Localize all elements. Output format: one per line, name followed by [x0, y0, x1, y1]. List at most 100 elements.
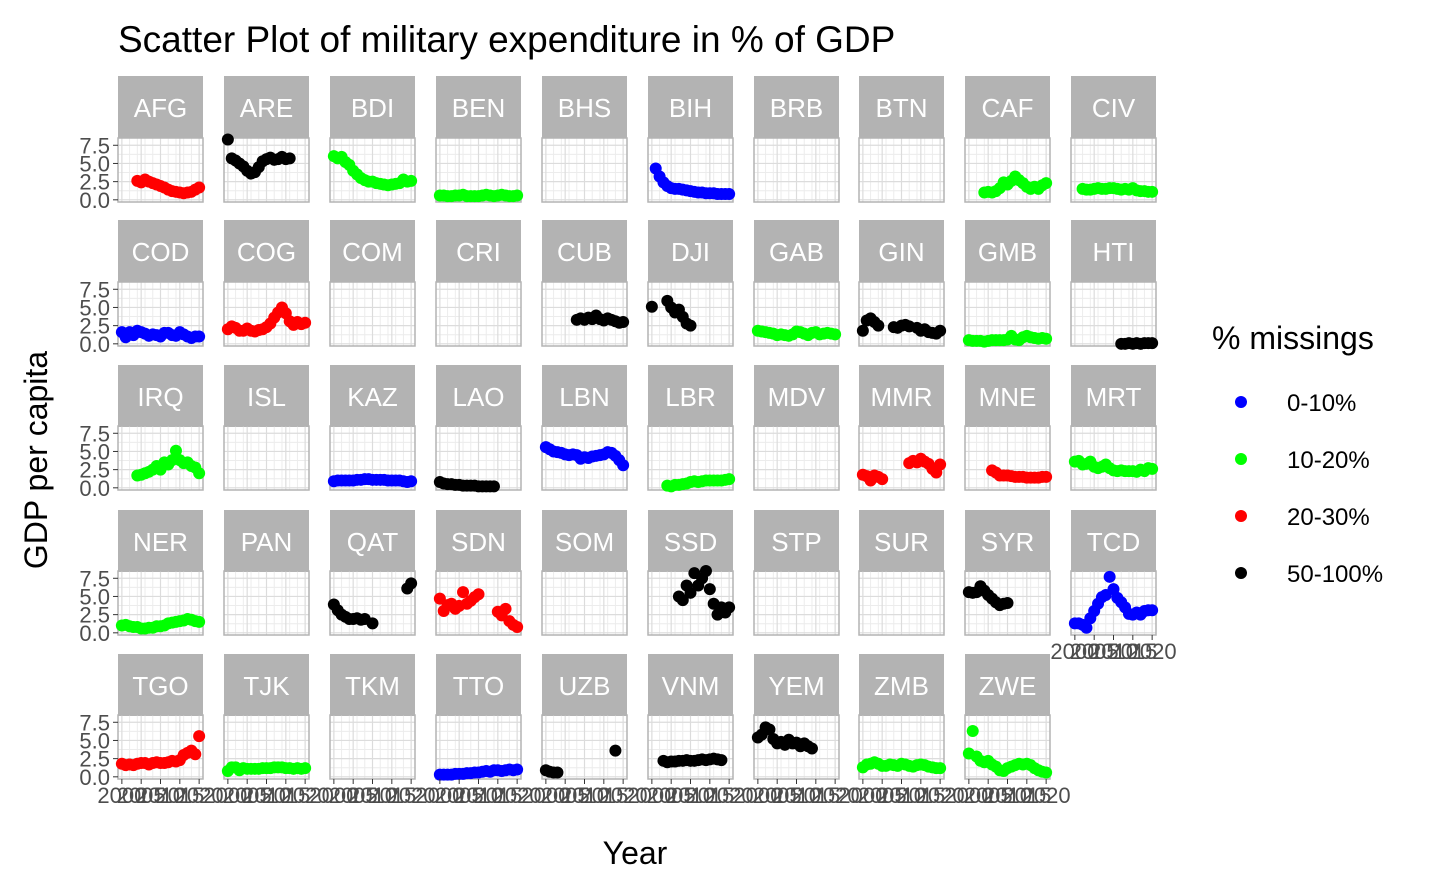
panel-border [435, 281, 522, 347]
y-tick-label: 0.0 [79, 621, 110, 646]
facet-strip-label: STP [771, 527, 822, 557]
x-tick-label: 2005 [647, 783, 696, 808]
y-tick-label: 5.0 [79, 728, 110, 753]
y-tick-label: 7.5 [79, 421, 110, 446]
y-axis-title: GDP per capita [18, 351, 54, 569]
facet-panel-cod: COD 0.02.55.07.5 [79, 220, 206, 357]
x-tick-label: 2015 [896, 783, 945, 808]
x-tick-label: 2020 [811, 783, 860, 808]
facet-strip-label: CAF [982, 93, 1034, 123]
data-point [551, 766, 564, 779]
facet-panel-mne: MNE [964, 365, 1053, 491]
facet-strip [859, 220, 944, 282]
facet-strip-label: ZWE [979, 671, 1037, 701]
data-point [715, 754, 728, 767]
x-tick-label: 2000 [309, 783, 358, 808]
facet-panel-sdn: SDN [433, 510, 524, 636]
y-tick-label: 7.5 [79, 133, 110, 158]
facet-panel-syr: SYR [962, 510, 1051, 636]
facet-panel-gin: GIN [856, 220, 947, 347]
data-point [283, 152, 296, 165]
panel-border [964, 137, 1051, 203]
data-point [829, 328, 842, 341]
legend-key [1235, 567, 1247, 579]
facet-strip-label: TKM [345, 671, 400, 701]
panel-border [223, 281, 310, 347]
facet-panel-brb: BRB [753, 76, 840, 203]
facet-strip-label: BIH [669, 93, 712, 123]
panel-border [964, 425, 1051, 491]
facet-panel-stp: STP [753, 510, 840, 636]
facet-strip-label: DJI [671, 237, 710, 267]
facet-strip-label: SYR [981, 527, 1034, 557]
facet-strip [754, 76, 839, 138]
facet-panel-cog: COG [221, 220, 312, 347]
panel-border [223, 570, 310, 636]
y-tick-label: 0.0 [79, 188, 110, 213]
data-point [511, 621, 524, 633]
facet-panel-lbn: LBN [539, 365, 630, 491]
x-axis-title: Year [603, 835, 668, 871]
x-tick-label: 2015 [155, 783, 204, 808]
legend-item: 0-10% [1235, 390, 1356, 417]
data-point [684, 319, 697, 332]
legend-key [1235, 453, 1247, 465]
facet-strip [118, 365, 203, 427]
facet-strip [436, 220, 521, 282]
facet-strip [648, 76, 733, 138]
facet-strip [965, 220, 1050, 282]
facet-strip [436, 76, 521, 138]
data-point [1040, 332, 1053, 345]
panel-border [117, 281, 204, 347]
data-point [617, 459, 630, 472]
panel-border [117, 425, 204, 491]
facet-strip [859, 76, 944, 138]
facet-strip [754, 654, 839, 716]
facet-strip-label: LAO [452, 382, 504, 412]
facet-panel-btn: BTN [858, 76, 945, 203]
panel-border [753, 570, 840, 636]
facet-panel-lbr: LBR [647, 365, 736, 493]
facet-panel-dji: DJI [645, 220, 734, 347]
x-tick-label: 2015 [1108, 639, 1157, 664]
facet-strip-label: GIN [878, 237, 924, 267]
y-tick-label: 7.5 [79, 566, 110, 591]
x-tick-label: 2010 [983, 783, 1032, 808]
y-tick-label: 5.0 [79, 584, 110, 609]
x-tick-label: 2000 [415, 783, 464, 808]
data-point [511, 763, 524, 776]
data-point [934, 324, 947, 337]
data-point [609, 744, 622, 757]
facet-strip-label: IRQ [137, 382, 183, 412]
facet-strip-label: MRT [1086, 382, 1142, 412]
facet-strip-label: BHS [558, 93, 611, 123]
x-tick-label: 2000 [97, 783, 146, 808]
data-point [1146, 185, 1159, 198]
facet-strip-label: ZMB [874, 671, 929, 701]
data-point [934, 458, 947, 471]
facet-strip [542, 76, 627, 138]
data-point [472, 588, 485, 601]
legend-label: 20-30% [1287, 504, 1370, 531]
panel-border [223, 425, 310, 491]
x-tick-label: 2000 [521, 783, 570, 808]
facet-strip-label: BTN [876, 93, 928, 123]
data-point [723, 473, 736, 486]
y-tick-label: 7.5 [79, 710, 110, 735]
panel-border [541, 570, 628, 636]
data-point [193, 181, 206, 194]
legend-label: 10-20% [1287, 447, 1370, 474]
facet-strip-label: MDV [768, 382, 826, 412]
x-tick-label: 2015 [1002, 783, 1051, 808]
facet-strip-label: SSD [664, 527, 717, 557]
data-point [1040, 177, 1053, 190]
facet-strip-label: COM [342, 237, 403, 267]
data-point [1080, 621, 1093, 634]
facet-strip-label: GMB [978, 237, 1037, 267]
facet-strip-label: KAZ [347, 382, 398, 412]
